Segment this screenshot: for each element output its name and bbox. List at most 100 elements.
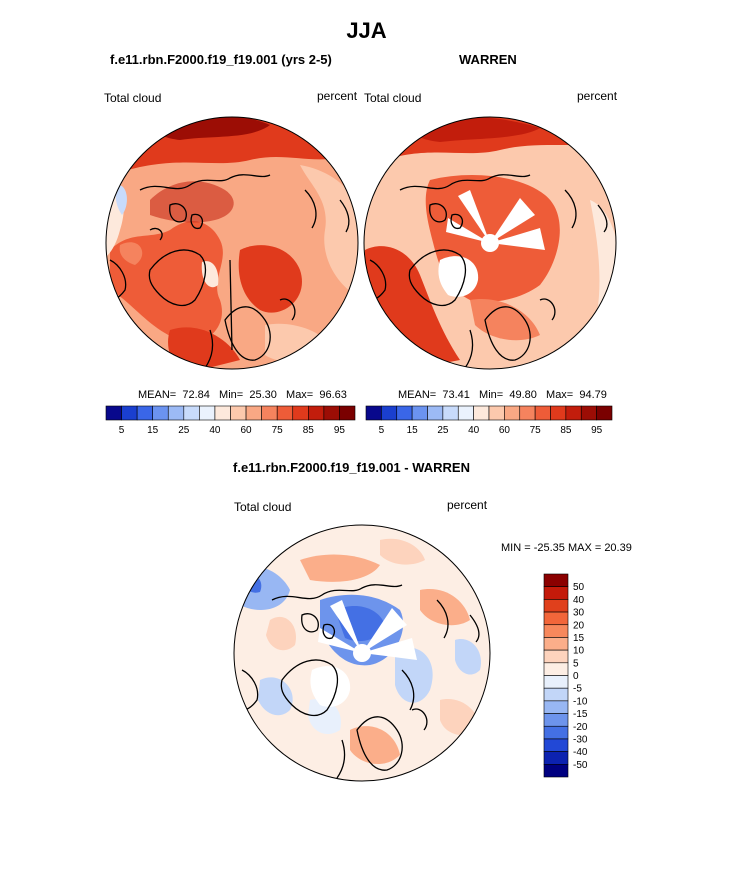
diff-colorbar-swatch [543, 599, 569, 613]
model-colorbar-swatch [105, 405, 122, 421]
obs-colorbar-swatch [488, 405, 505, 421]
diff-colorbar-swatch [543, 687, 569, 702]
model-colorbar-swatch [167, 405, 185, 421]
model-colorbar-swatch [245, 405, 262, 421]
model-stats: MEAN= 72.84 Min= 25.30 Max= 96.63 [138, 389, 347, 401]
diff-colorbar-tick-label: 30 [573, 608, 585, 619]
obs-colorbar-swatch [411, 405, 428, 421]
diff-colorbar-swatch [543, 675, 569, 689]
model-colorbar-swatch [308, 405, 325, 421]
model-colorbar-swatch [261, 405, 278, 421]
obs-mean-label: MEAN= [398, 389, 437, 401]
model-panel-title: f.e11.rbn.F2000.f19_f19.001 (yrs 2-5) [110, 52, 332, 67]
model-colorbar-swatch [152, 405, 169, 421]
obs-colorbar-tick-label: 95 [591, 425, 603, 436]
model-max-label: Max= [286, 389, 314, 401]
diff-colorbar-swatch [543, 573, 569, 587]
model-colorbar-swatch [339, 405, 356, 421]
diff-colorbar-tick-label: -20 [573, 722, 588, 733]
diff-units-label: percent [447, 498, 488, 512]
model-colorbar-tick-label: 85 [303, 425, 315, 436]
obs-colorbar-swatch [381, 405, 398, 421]
model-colorbar-swatch [121, 405, 138, 421]
diff-colorbar-swatch [543, 611, 569, 626]
model-min-value: 25.30 [249, 389, 277, 401]
diff-colorbar-tick-label: -40 [573, 747, 588, 758]
diff-colorbar-tick-label: 10 [573, 646, 585, 657]
obs-colorbar-tick-label: 5 [379, 425, 385, 436]
diff-colorbar-tick-label: 40 [573, 595, 585, 606]
model-colorbar: 5 15 25 40 60 75 85 95 [105, 405, 356, 436]
obs-max-label: Max= [546, 389, 574, 401]
model-colorbar-swatch [276, 405, 294, 421]
diff-colorbar-swatch [543, 764, 569, 778]
diff-map [233, 524, 491, 782]
model-map [105, 116, 359, 370]
obs-mean-value: 73.41 [442, 389, 470, 401]
obs-min-value: 49.80 [509, 389, 537, 401]
model-colorbar-swatch [199, 405, 216, 421]
obs-colorbar-swatch [504, 405, 521, 421]
obs-colorbar-tick-label: 15 [407, 425, 419, 436]
diff-colorbar-swatch [543, 700, 569, 714]
obs-colorbar-swatch [365, 405, 382, 421]
diff-colorbar-tick-label: -15 [573, 709, 588, 720]
obs-colorbar-swatch [534, 405, 551, 421]
diff-colorbar-tick-label: -5 [573, 684, 582, 695]
obs-variable-label: Total cloud [364, 91, 422, 105]
obs-colorbar-swatch [427, 405, 444, 421]
diff-colorbar-swatch [543, 738, 569, 752]
model-colorbar-tick-label: 75 [272, 425, 284, 436]
model-colorbar-tick-label: 40 [209, 425, 221, 436]
diff-colorbar-swatch [543, 725, 569, 740]
diff-colorbar-swatch [543, 751, 569, 765]
obs-colorbar-swatch [457, 405, 474, 421]
diff-colorbar-tick-label: 5 [573, 658, 579, 669]
model-colorbar-tick-label: 5 [119, 425, 125, 436]
obs-colorbar-tick-label: 40 [468, 425, 480, 436]
diff-colorbar-swatch [543, 586, 569, 600]
obs-stats: MEAN= 73.41 Min= 49.80 Max= 94.79 [398, 389, 607, 401]
obs-colorbar-swatch [550, 405, 567, 421]
diff-colorbar-swatch [543, 649, 569, 664]
model-colorbar-swatch [292, 405, 309, 421]
model-colorbar-tick-label: 15 [147, 425, 159, 436]
model-max-value: 96.63 [319, 389, 347, 401]
diff-colorbar-tick-label: -50 [573, 760, 588, 771]
model-colorbar-tick-label: 95 [334, 425, 346, 436]
model-colorbar-swatch [214, 405, 231, 421]
model-variable-label: Total cloud [104, 91, 162, 105]
diff-colorbar-swatch [543, 637, 569, 651]
diff-colorbar-tick-label: -30 [573, 734, 588, 745]
obs-max-value: 94.79 [579, 389, 607, 401]
diff-colorbar-swatch [543, 662, 569, 676]
diff-minmax: MIN = -25.35 MAX = 20.39 [501, 542, 632, 554]
model-colorbar-swatch [136, 405, 153, 421]
obs-colorbar-swatch [519, 405, 536, 421]
obs-colorbar-swatch [396, 405, 413, 421]
obs-colorbar-tick-label: 85 [560, 425, 572, 436]
model-colorbar-tick-label: 25 [178, 425, 190, 436]
diff-colorbar-tick-label: -10 [573, 696, 588, 707]
obs-colorbar-swatch [473, 405, 490, 421]
diff-variable-label: Total cloud [234, 500, 292, 514]
obs-colorbar-tick-label: 60 [499, 425, 511, 436]
obs-colorbar: 5 15 25 40 60 75 85 95 [365, 405, 613, 436]
obs-units-label: percent [577, 89, 618, 103]
diff-panel-title: f.e11.rbn.F2000.f19_f19.001 - WARREN [233, 460, 470, 475]
model-mean-value: 72.84 [182, 389, 210, 401]
diff-colorbar-tick-label: 0 [573, 671, 579, 682]
diff-colorbar-tick-label: 15 [573, 633, 585, 644]
model-mean-label: MEAN= [138, 389, 177, 401]
model-colorbar-swatch [230, 405, 247, 421]
model-colorbar-tick-label: 60 [241, 425, 253, 436]
diff-colorbar-swatch [543, 713, 569, 727]
obs-colorbar-tick-label: 75 [530, 425, 542, 436]
obs-colorbar-swatch [580, 405, 597, 421]
obs-panel-title: WARREN [459, 52, 517, 67]
obs-min-label: Min= [479, 389, 504, 401]
diff-colorbar-tick-label: 20 [573, 620, 585, 631]
model-units-label: percent [317, 89, 358, 103]
